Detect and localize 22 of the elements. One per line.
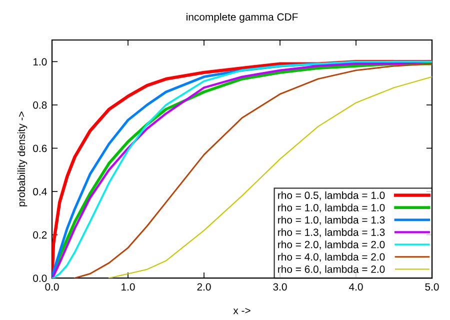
x-tick-label: 3.0 bbox=[273, 283, 287, 291]
x-tick-label: 0.0 bbox=[45, 283, 59, 291]
y-tick-label: 0.8 bbox=[33, 101, 47, 109]
legend-label: rho = 1.0, lambda = 1.3 bbox=[278, 216, 385, 225]
legend-label: rho = 1.0, lambda = 1.0 bbox=[278, 204, 385, 213]
y-axis-title: probability density -> bbox=[17, 112, 28, 206]
x-tick-label: 5.0 bbox=[425, 283, 439, 291]
legend-label: rho = 4.0, lambda = 2.0 bbox=[278, 252, 385, 262]
x-tick-label: 4.0 bbox=[349, 283, 363, 291]
x-tick-label: 2.0 bbox=[197, 283, 211, 291]
y-tick-label: 0.6 bbox=[33, 144, 47, 152]
chart-title: incomplete gamma CDF bbox=[186, 13, 298, 23]
x-tick-label: 1.0 bbox=[122, 283, 135, 291]
x-axis-title: x -> bbox=[233, 308, 250, 314]
legend-label: rho = 1.3, lambda = 1.3 bbox=[278, 228, 385, 238]
legend-label: rho = 0.5, lambda = 1.0 bbox=[278, 191, 385, 200]
y-tick-label: 0.4 bbox=[33, 188, 47, 196]
y-tick-label: 1.0 bbox=[33, 58, 47, 66]
y-tick-label: 0.2 bbox=[33, 231, 47, 239]
y-tick-label: 0.0 bbox=[33, 274, 47, 282]
legend-label: rho = 2.0, lambda = 2.0 bbox=[278, 240, 385, 250]
legend-label: rho = 6.0, lambda = 2.0 bbox=[278, 265, 385, 274]
